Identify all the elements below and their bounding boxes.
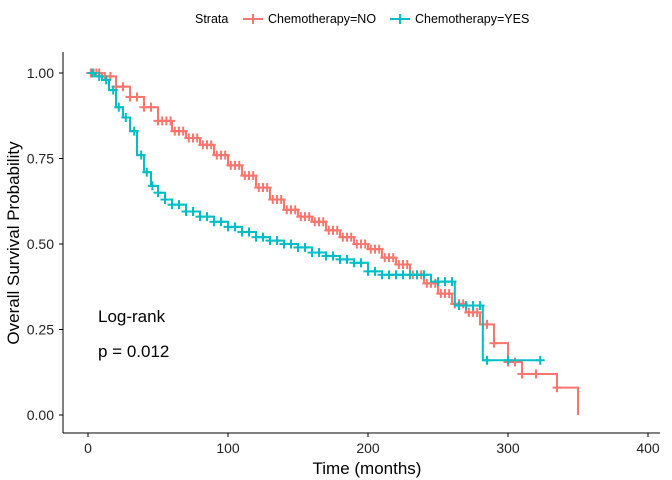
censor-mark [147, 181, 157, 191]
censor-mark [374, 244, 384, 254]
censor-mark [244, 227, 254, 237]
censor-mark [475, 301, 485, 311]
censor-mark [262, 183, 272, 193]
p-value-label: p = 0.012 [98, 342, 169, 361]
censor-mark [328, 251, 338, 261]
censor-mark [346, 232, 356, 242]
censor-mark [402, 260, 412, 270]
censor-mark [192, 133, 202, 143]
censor-mark [304, 212, 314, 222]
censor-mark [248, 171, 258, 181]
x-tick-label: 300 [496, 440, 520, 456]
censor-mark [300, 242, 310, 252]
censor-mark [489, 338, 499, 348]
censor-mark [206, 140, 216, 150]
x-axis-ticks: 0 100 200 300 400 [84, 433, 660, 456]
censor-mark [360, 239, 370, 249]
legend: Strata Chemotherapy=NO Chemotherapy=YES [195, 12, 529, 26]
censor-mark [535, 355, 545, 365]
censor-mark [314, 248, 324, 258]
y-tick-label: 0.75 [27, 151, 54, 167]
censor-mark [132, 92, 142, 102]
censor-mark [388, 253, 398, 263]
censor-mark [178, 126, 188, 136]
censor-mark [146, 102, 156, 112]
censor-mark [136, 150, 146, 160]
censor-mark [356, 258, 366, 268]
censor-mark [87, 68, 97, 78]
censor-mark [160, 195, 170, 205]
y-tick-label: 1.00 [27, 65, 54, 81]
censor-mark [444, 289, 454, 299]
legend-item-yes: Chemotherapy=YES [390, 12, 529, 26]
censor-mark [108, 85, 118, 95]
censor-mark [419, 270, 429, 280]
y-axis-ticks: 0.00 0.25 0.50 0.75 1.00 [27, 65, 63, 423]
censor-mark [230, 222, 240, 232]
censor-mark [94, 71, 104, 81]
censor-mark [472, 307, 482, 317]
y-tick-label: 0.50 [27, 236, 54, 252]
survival-curve [88, 72, 579, 415]
censor-mark [286, 239, 296, 249]
censor-mark [517, 369, 527, 379]
y-tick-label: 0.00 [27, 407, 54, 423]
censor-mark [258, 232, 268, 242]
legend-item-no: Chemotherapy=NO [243, 12, 376, 26]
censor-mark [121, 112, 131, 122]
x-tick-label: 400 [636, 440, 660, 456]
censor-mark [342, 254, 352, 264]
y-axis-title: Overall Survival Probability [4, 141, 23, 345]
legend-label-no: Chemotherapy=NO [268, 12, 376, 26]
censor-mark [552, 383, 562, 393]
censor-mark [216, 217, 226, 227]
censor-mark [272, 236, 282, 246]
series-chemotherapy-no [86, 68, 579, 415]
x-axis-title: Time (months) [313, 459, 422, 478]
censor-mark [101, 75, 111, 85]
censor-mark [531, 369, 541, 379]
censor-mark [234, 160, 244, 170]
legend-label-yes: Chemotherapy=YES [415, 12, 529, 26]
censor-mark [318, 217, 328, 227]
x-tick-label: 200 [356, 440, 380, 456]
censor-mark [503, 355, 513, 365]
censor-mark [166, 116, 176, 126]
censor-mark [370, 266, 380, 276]
y-tick-label: 0.25 [27, 322, 54, 338]
censor-mark [118, 82, 128, 92]
censor-mark [332, 225, 342, 235]
censor-mark [129, 126, 139, 136]
censor-mark [153, 188, 163, 198]
censor-mark [114, 102, 124, 112]
censor-mark [220, 150, 230, 160]
censor-mark [447, 277, 457, 287]
x-tick-label: 100 [216, 440, 240, 456]
censor-mark [188, 207, 198, 217]
censor-mark [202, 212, 212, 222]
censor-mark [276, 195, 286, 205]
x-tick-label: 0 [84, 440, 92, 456]
censor-mark [142, 167, 152, 177]
censor-mark [174, 200, 184, 210]
censor-mark [290, 205, 300, 215]
series-chemotherapy-yes [87, 68, 545, 365]
censor-mark [510, 357, 520, 367]
logrank-label: Log-rank [98, 307, 166, 326]
legend-title: Strata [195, 12, 228, 26]
series-layer [86, 68, 579, 415]
censor-mark [482, 355, 492, 365]
censor-mark [482, 319, 492, 329]
